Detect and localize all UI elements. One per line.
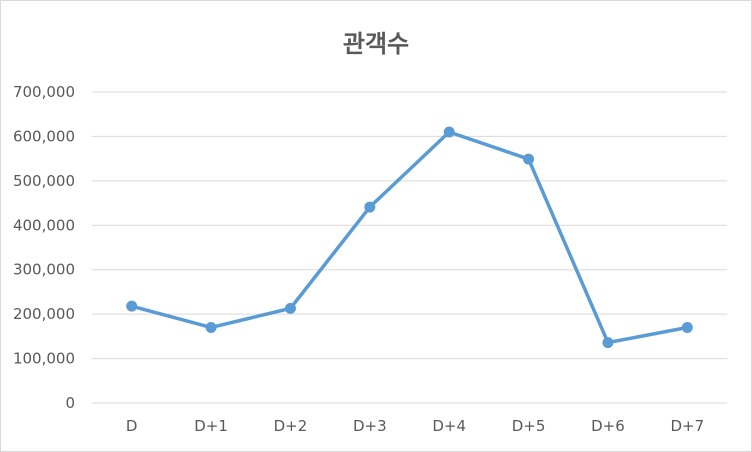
- data-point: [523, 153, 535, 165]
- data-point: [284, 302, 296, 314]
- series-layer: [126, 126, 693, 349]
- chart-title: 관객수: [343, 30, 409, 58]
- data-point: [126, 300, 138, 312]
- data-point: [602, 337, 614, 349]
- data-point: [443, 126, 455, 138]
- y-tick-label: 200,000: [13, 305, 75, 323]
- y-tick-label: 0: [65, 394, 75, 412]
- y-axis: 0 100,000 200,000 300,000 400,000 500,000 600,…: [13, 83, 75, 412]
- y-tick-label: 700,000: [13, 83, 75, 101]
- x-tick-label: D+3: [353, 417, 387, 435]
- y-tick-label: 500,000: [13, 172, 75, 190]
- x-tick-label: D+6: [591, 417, 625, 435]
- x-axis: D D+1 D+2 D+3 D+4 D+5 D+6 D+7: [126, 417, 704, 435]
- series-line: [129, 130, 690, 345]
- x-tick-label: D+4: [432, 417, 466, 435]
- x-tick-label: D+5: [512, 417, 546, 435]
- y-tick-label: 400,000: [13, 216, 75, 234]
- x-tick-label: D+1: [194, 417, 228, 435]
- x-tick-label: D+2: [274, 417, 308, 435]
- x-tick-label: D: [126, 417, 138, 435]
- data-point: [205, 321, 217, 333]
- grid-layer: [92, 91, 727, 404]
- data-point: [681, 321, 693, 333]
- data-point: [364, 201, 376, 213]
- y-tick-label: 100,000: [13, 350, 75, 368]
- y-tick-label: 300,000: [13, 261, 75, 279]
- y-tick-label: 600,000: [13, 127, 75, 145]
- x-tick-label: D+7: [670, 417, 704, 435]
